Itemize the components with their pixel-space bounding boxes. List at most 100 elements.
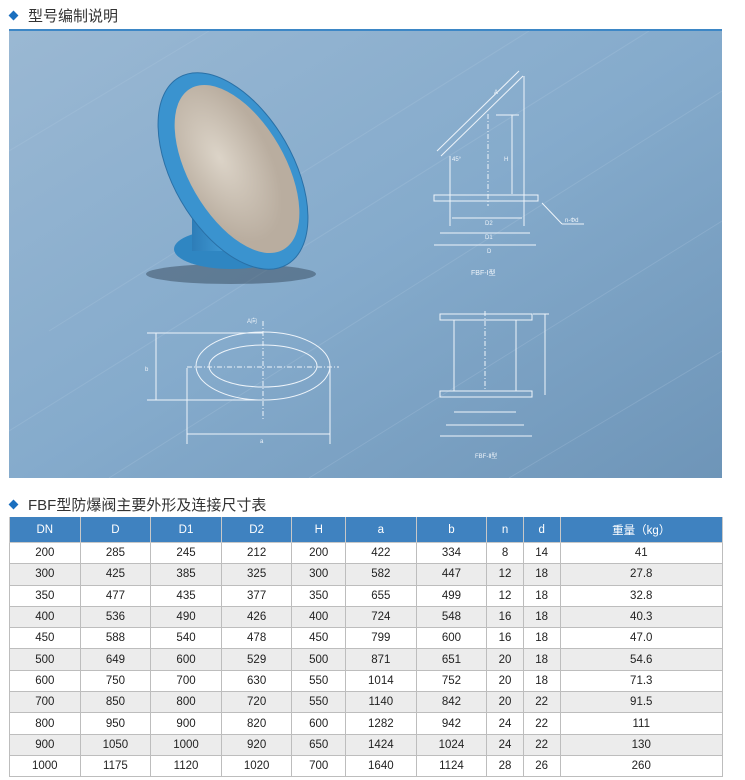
table-cell: 1050 xyxy=(79,733,152,756)
column-header: 重量（kg） xyxy=(559,517,723,543)
table-cell: 24 xyxy=(486,733,524,756)
drawing-type-2 xyxy=(439,311,549,437)
caption-type-2: FBF-Ⅱ型 xyxy=(475,452,497,460)
table-cell: 47.0 xyxy=(559,627,723,650)
table-cell: 490 xyxy=(150,605,222,629)
label-a-view: A向 xyxy=(247,317,257,325)
section-title-text: FBF型防爆阀主要外形及连接尺寸表 xyxy=(28,497,267,514)
table-cell: 1424 xyxy=(345,733,417,756)
column-header: b xyxy=(415,517,488,543)
table-cell: 950 xyxy=(79,712,152,735)
table-cell: 350 xyxy=(291,584,347,607)
table-cell: 582 xyxy=(345,563,417,586)
table-cell: 1140 xyxy=(345,691,417,714)
table-cell: 850 xyxy=(79,691,152,714)
table-cell: 18 xyxy=(522,648,561,671)
table-cell: 900 xyxy=(150,712,222,735)
drawing-type-1 xyxy=(433,70,584,246)
table-cell: 600 xyxy=(415,627,488,650)
table-cell: 71.3 xyxy=(559,669,723,693)
table-cell: 1014 xyxy=(345,669,417,693)
table-cell: 22 xyxy=(522,733,561,756)
table-cell: 447 xyxy=(415,563,488,586)
column-header: n xyxy=(486,517,524,543)
table-row: 200 285 245 212 200 422 334 8 14 41 xyxy=(9,541,723,565)
label-a: A xyxy=(494,90,498,96)
column-header: D2 xyxy=(220,517,293,543)
table-cell: 630 xyxy=(220,669,293,693)
table-cell: 14 xyxy=(522,541,561,565)
table-cell: 26 xyxy=(522,754,561,778)
table-cell: 422 xyxy=(345,541,417,565)
table-cell: 18 xyxy=(522,584,561,607)
table-cell: 27.8 xyxy=(559,563,723,586)
table-cell: 871 xyxy=(345,648,417,671)
label-h: H xyxy=(504,157,508,163)
table-cell: 16 xyxy=(486,605,524,629)
table-cell: 22 xyxy=(522,712,561,735)
table-cell: 18 xyxy=(522,627,561,650)
table-row: 900 1050 1000 920 650 1424 1024 24 22 130 xyxy=(9,733,723,756)
table-cell: 1640 xyxy=(345,754,417,778)
table-cell: 700 xyxy=(291,754,347,778)
table-cell: 20 xyxy=(486,669,524,693)
label-angle: 45° xyxy=(452,157,462,163)
table-cell: 1024 xyxy=(415,733,488,756)
label-b: b xyxy=(145,367,149,373)
table-row: 350 477 435 377 350 655 499 12 18 32.8 xyxy=(9,584,723,607)
table-cell: 300 xyxy=(9,563,81,586)
table-cell: 800 xyxy=(150,691,222,714)
table-row: 500 649 600 529 500 871 651 20 18 54.6 xyxy=(9,648,723,671)
table-cell: 1020 xyxy=(220,754,293,778)
table-cell: 655 xyxy=(345,584,417,607)
diamond-bullet-icon xyxy=(8,10,19,21)
table-cell: 32.8 xyxy=(559,584,723,607)
table-cell: 385 xyxy=(150,563,222,586)
table-cell: 500 xyxy=(291,648,347,671)
table-cell: 18 xyxy=(522,669,561,693)
table-cell: 1120 xyxy=(150,754,222,778)
table-cell: 588 xyxy=(79,627,152,650)
column-header: H xyxy=(291,517,347,543)
column-header: D1 xyxy=(150,517,222,543)
table-cell: 1124 xyxy=(415,754,488,778)
table-row: 450 588 540 478 450 799 600 16 18 47.0 xyxy=(9,627,723,650)
column-header: DN xyxy=(9,517,81,543)
section-title-dimensions: FBF型防爆阀主要外形及连接尺寸表 xyxy=(8,494,267,515)
table-cell: 400 xyxy=(291,605,347,629)
table-cell: 540 xyxy=(150,627,222,650)
table-cell: 724 xyxy=(345,605,417,629)
table-cell: 750 xyxy=(79,669,152,693)
table-cell: 41 xyxy=(559,541,723,565)
column-header: d xyxy=(522,517,561,543)
label-d1: D1 xyxy=(485,235,493,241)
product-illustration-panel: A 45° H D2 D1 D n-Φd FBF-Ⅰ型 A向 b a FBF-Ⅱ… xyxy=(9,29,722,480)
table-cell: 111 xyxy=(559,712,723,735)
table-cell: 400 xyxy=(9,605,81,629)
table-cell: 478 xyxy=(220,627,293,650)
table-cell: 91.5 xyxy=(559,691,723,714)
table-row: 700 850 800 720 550 1140 842 20 22 91.5 xyxy=(9,691,723,714)
table-cell: 260 xyxy=(559,754,723,778)
valve-photo xyxy=(146,72,316,284)
table-row: 600 750 700 630 550 1014 752 20 18 71.3 xyxy=(9,669,723,693)
table-cell: 700 xyxy=(9,691,81,714)
table-cell: 28 xyxy=(486,754,524,778)
diamond-bullet-icon xyxy=(8,499,19,510)
table-cell: 842 xyxy=(415,691,488,714)
table-cell: 435 xyxy=(150,584,222,607)
table-cell: 600 xyxy=(291,712,347,735)
table-cell: 200 xyxy=(9,541,81,565)
table-cell: 600 xyxy=(9,669,81,693)
table-cell: 40.3 xyxy=(559,605,723,629)
table-cell: 920 xyxy=(220,733,293,756)
table-cell: 24 xyxy=(486,712,524,735)
table-cell: 536 xyxy=(79,605,152,629)
column-header: D xyxy=(79,517,152,543)
table-cell: 300 xyxy=(291,563,347,586)
table-cell: 700 xyxy=(150,669,222,693)
table-cell: 600 xyxy=(150,648,222,671)
label-holes: n-Φd xyxy=(565,218,578,224)
